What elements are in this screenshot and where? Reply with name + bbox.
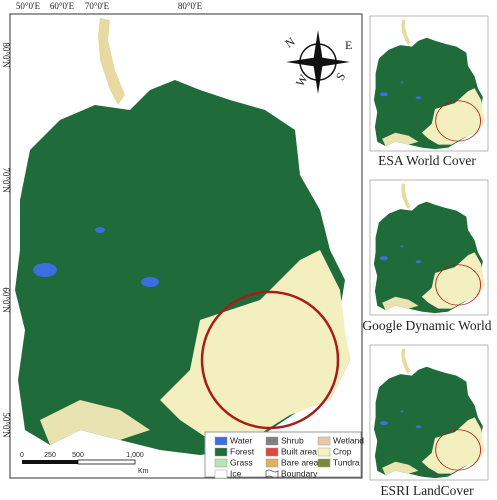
scale-label: 250 (44, 452, 56, 459)
legend-swatch (317, 458, 331, 468)
legend-label: Boundary (281, 468, 318, 478)
legend-swatch (214, 469, 228, 479)
legend-swatch (265, 458, 279, 468)
legend-label: Wetland (333, 435, 364, 445)
legend-swatch (265, 436, 279, 446)
legend-swatch (214, 436, 228, 446)
lon-label: 50°0'E (16, 1, 41, 11)
legend-label: Forest (230, 446, 255, 456)
legend-swatch (214, 458, 228, 468)
legend-label: Built area (281, 446, 317, 456)
scale-bar (77, 459, 136, 465)
panel-title: ESA World Cover (378, 153, 476, 168)
legend-swatch (214, 447, 228, 457)
lat-label: 60°0'N (1, 287, 11, 313)
scale-label: 1,000 (126, 452, 144, 459)
legend-swatch (317, 436, 331, 446)
legend-label: Crop (333, 446, 352, 456)
panel-title: Google Dynamic World (362, 318, 491, 333)
legend-swatch (265, 469, 279, 479)
mini-panels (369, 15, 489, 481)
legend-swatch (265, 447, 279, 457)
lat-label: 50°0'N (1, 412, 11, 438)
lat-label: 80°0'N (1, 42, 11, 68)
legend-label: Tundra (333, 457, 360, 467)
legend-label: Ice (230, 468, 242, 478)
legend-swatch (317, 447, 331, 457)
scale-label: 500 (72, 452, 84, 459)
legend-label: Grass (230, 457, 253, 467)
lon-label: 70°0'E (85, 1, 110, 11)
scale-label: 0 (20, 452, 24, 459)
legend-label: Water (230, 435, 253, 445)
legend-label: Bare area (281, 457, 319, 467)
lon-label: 80°0'E (178, 1, 203, 11)
scale-unit: Km (138, 468, 149, 475)
legend-box (204, 431, 362, 478)
panel-title: ESRI LandCover (380, 483, 474, 498)
lon-label: 60°0'E (50, 1, 75, 11)
legend-label: Shrub (281, 435, 304, 445)
compass-e: E (345, 38, 352, 52)
lat-label: 70°0'N (1, 167, 11, 193)
compass (286, 30, 350, 94)
scale-bar (22, 460, 78, 464)
